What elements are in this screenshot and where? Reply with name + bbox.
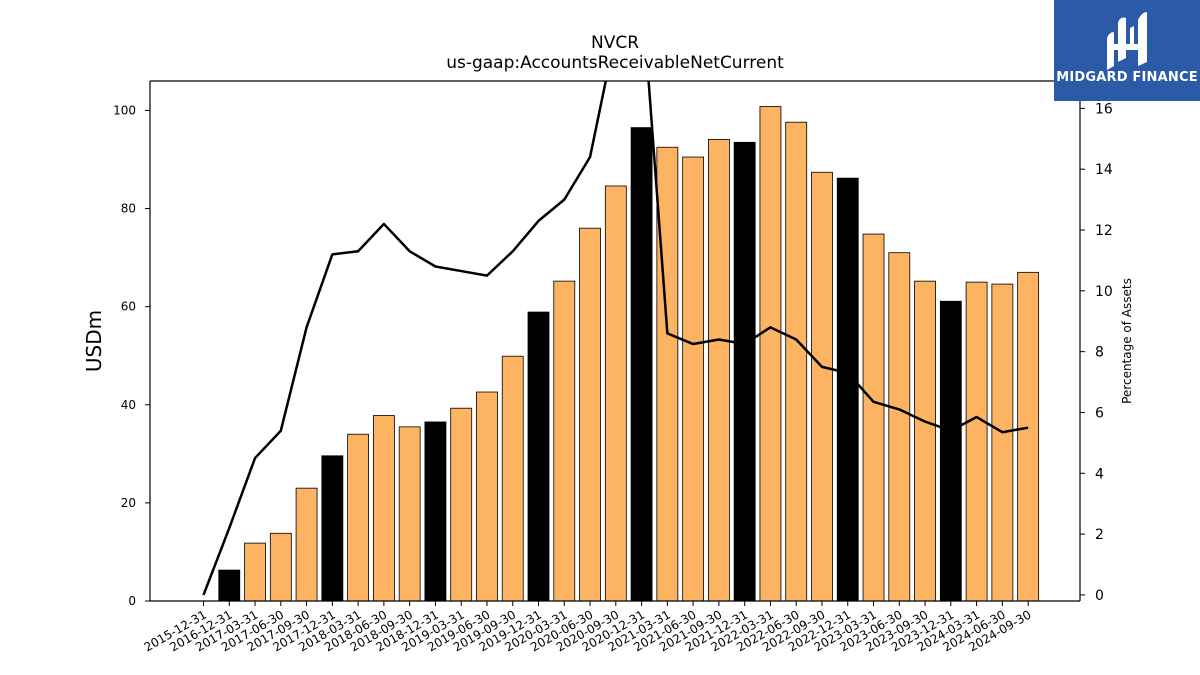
bar-2021-09-30 [708,138,730,601]
bar-2018-12-31 [424,421,447,601]
bar-2024-06-30 [991,283,1014,601]
y-tick-label: 20 [121,496,136,510]
chart-subtitle: us-gaap:AccountsReceivableNetCurrent [446,53,784,73]
logo-background [1054,0,1200,101]
y2-tick-label: 16 [1095,101,1113,117]
y2-tick-label: 4 [1095,466,1104,482]
bar-2017-12-31 [321,455,344,601]
y2-tick-label: 12 [1095,223,1113,239]
bar-2019-09-30 [501,355,524,601]
bar-2021-12-31 [733,141,756,601]
y2-axis-ticks: 0 2 4 6 8 10 12 14 16 [1080,101,1113,604]
bar-2020-12-31 [630,127,653,601]
bar-2018-03-31 [347,433,370,601]
bar-2020-09-30 [604,185,627,601]
bar-2018-09-30 [398,426,421,601]
bar-2024-09-30 [1017,271,1040,601]
y-tick-label: 80 [121,202,136,216]
bar-2022-03-31 [759,106,782,601]
bar-2017-03-31 [244,542,266,601]
bar-2017-06-30 [269,532,292,601]
bar-2023-09-30 [914,280,936,601]
y2-tick-label: 6 [1095,405,1104,421]
bar-2024-03-31 [965,281,988,601]
bar-2019-06-30 [476,391,498,601]
bar-2019-03-31 [450,407,473,601]
logo-text: MIDGARD FINANCE [1056,70,1198,85]
line-layer [202,81,1029,596]
y-axis-ticks: 0 20 40 60 80 100 [113,103,150,608]
y2-tick-label: 10 [1095,284,1113,300]
y-tick-label: 40 [121,398,136,412]
bar-2022-09-30 [811,171,833,601]
y2-tick-label: 14 [1095,162,1113,178]
bar-2020-06-30 [579,227,601,601]
y-axis-label: USDm [82,310,106,372]
y-tick-label: 0 [128,594,136,608]
bar-2021-06-30 [682,156,705,601]
y2-tick-label: 0 [1095,588,1104,604]
y2-tick-label: 8 [1095,345,1104,361]
bar-2016-12-31 [218,569,241,601]
percentage-line [202,81,1029,596]
x-axis-ticks: 2015-12-312016-12-312017-03-312017-06-30… [142,601,1034,654]
y-tick-label: 60 [121,300,136,314]
bar-2021-03-31 [656,146,679,601]
bars-layer [218,106,1040,601]
bar-2017-09-30 [295,487,318,601]
y2-tick-label: 2 [1095,527,1104,543]
bar-2022-06-30 [785,121,808,601]
bar-2023-12-31 [939,300,962,601]
y2-axis-label: Percentage of Assets [1120,278,1134,404]
y-tick-label: 100 [113,103,136,117]
chart-title: NVCR [591,33,639,53]
bar-2022-12-31 [836,177,859,601]
bar-2018-06-30 [372,415,395,601]
bar-2019-12-31 [527,311,550,601]
logo-mark-icon [1107,12,1147,70]
logo: MIDGARD FINANCE [1054,0,1200,101]
bar-2023-06-30 [888,252,911,601]
bar-2020-03-31 [553,280,576,601]
bar-2023-03-31 [862,233,885,601]
